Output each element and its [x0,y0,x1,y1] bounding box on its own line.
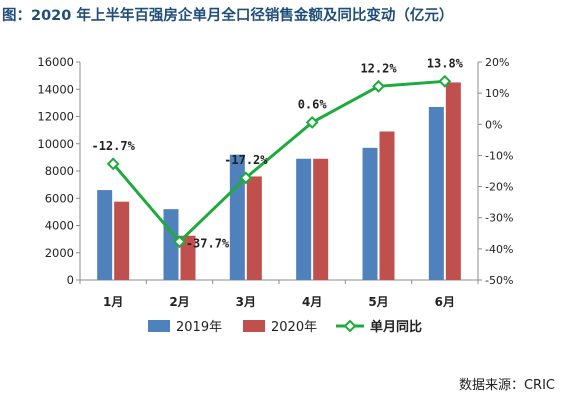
left-tick-label: 8000 [45,164,74,178]
right-tick-label: 0% [485,118,502,131]
yoy-point [106,157,120,171]
bar-2020年-1月 [114,201,130,280]
right-tick-label: -20% [485,181,513,194]
bar-2019年-5月 [362,147,378,280]
data-labels: -12.7% -37.7% -17.2% 0.6% 12.2% 13.8% [91,56,463,250]
bar-2020年-2月 [180,235,196,280]
chart-title: 图：2020 年上半年百强房企单月全口径销售金额及同比变动（亿元） [2,8,454,24]
left-tick-label: 0 [67,273,74,287]
x-tick-label: 4月 [302,295,322,309]
left-tick-label: 6000 [45,191,74,205]
x-tick-label: 5月 [368,295,388,309]
x-tick-label: 3月 [236,295,256,309]
yoy-point [372,79,385,93]
yoy-line-path [112,79,445,244]
right-tick-label: -10% [485,149,513,162]
left-tick-label: 14000 [37,82,74,96]
legend-line-marker [343,319,357,333]
x-tick-label: 2月 [169,295,189,309]
legend-swatch-2019年 [148,320,170,332]
left-tick-label: 12000 [37,110,74,124]
left-tick-label: 2000 [45,246,74,260]
bar-2020年-3月 [246,176,262,280]
right-tick-label: -50% [485,274,513,287]
yoy-data-label: 12.2% [360,61,397,75]
legend: 2019年 2020年 单月同比 [148,319,422,335]
legend-label: 2020年 [271,320,317,335]
bar-2020年-5月 [379,131,395,280]
bar-2019年-4月 [296,158,312,280]
yoy-data-label: 13.8% [427,56,464,70]
right-tick-label: -30% [485,212,513,225]
left-tick-label: 4000 [45,219,74,233]
yoy-data-label: -37.7% [186,237,230,251]
legend-swatch-2020年 [243,320,265,332]
left-tick-label: 10000 [37,137,74,151]
yoy-point [438,74,452,88]
yoy-point [173,235,186,249]
right-tick-label: -40% [485,243,513,256]
yoy-point [305,116,319,129]
bar-2020年-4月 [313,158,329,280]
bar-2019年-6月 [428,106,444,281]
source-note: 数据来源：CRIC [458,378,555,393]
x-axis: 1月 2月 3月 4月 5月 6月 [79,279,479,309]
right-axis: -50% -40% -30% -20% -10% 0% 10% 20% [477,56,513,287]
bar-2019年-3月 [229,154,245,280]
right-tick-label: 20% [485,56,509,69]
legend-label: 单月同比 [370,319,422,335]
bars [97,82,461,281]
bar-2020年-6月 [445,82,461,280]
yoy-data-label: 0.6% [298,97,328,111]
x-tick-label: 1月 [103,295,123,309]
yoy-data-label: -17.2% [224,153,268,167]
bar-2019年-1月 [97,190,113,280]
yoy-point [239,171,253,185]
legend-label: 2019年 [176,320,222,335]
left-tick-label: 16000 [37,55,74,69]
yoy-data-label: -12.7% [91,139,135,153]
x-tick-label: 6月 [435,295,455,309]
right-tick-label: 10% [485,87,509,100]
yoy-line [106,74,452,249]
left-axis: 0 2000 4000 6000 8000 10000 12000 14000 16000 [37,55,81,287]
